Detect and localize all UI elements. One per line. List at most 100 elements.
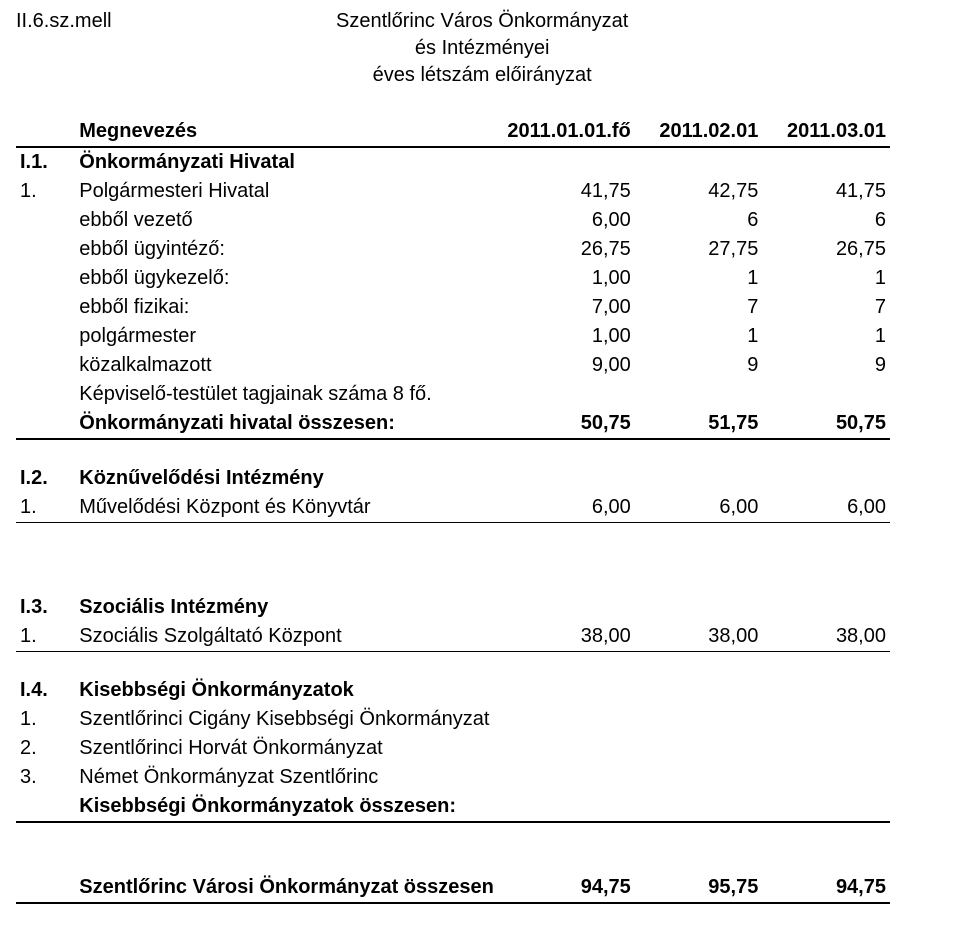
cell-v: 1,00 <box>503 322 634 351</box>
I2-idx: I.2. <box>16 464 75 493</box>
section-I4: I.4. Kisebbségi Önkormányzatok <box>16 676 890 705</box>
I3-idx: I.3. <box>16 593 75 622</box>
I1-total-name: Önkormányzati hivatal összesen: <box>75 409 503 439</box>
cell-v: 7,00 <box>503 293 634 322</box>
I2-row-v1: 6,00 <box>503 493 634 523</box>
I1-total-row: Önkormányzati hivatal összesen: 50,75 51… <box>16 409 890 439</box>
I3-row-name: Szociális Szolgáltató Központ <box>75 622 503 652</box>
I1-idx: I.1. <box>16 147 75 177</box>
I3-name: Szociális Intézmény <box>75 593 503 622</box>
title-block: Szentlőrinc Város Önkormányzat és Intézm… <box>336 8 628 89</box>
grand-v1: 94,75 <box>503 873 634 903</box>
title-line-3: éves létszám előirányzat <box>336 62 628 89</box>
grand-v2: 95,75 <box>635 873 763 903</box>
cell-v: 1 <box>635 264 763 293</box>
I2-row-idx: 1. <box>16 493 75 523</box>
row-idx: 2. <box>16 734 75 763</box>
I2-name: Köznűvelődési Intézmény <box>75 464 503 493</box>
cell-v: 9 <box>635 351 763 380</box>
sub-name: polgármester <box>75 322 503 351</box>
grand-name: Szentlőrinc Városi Önkormányzat összesen <box>75 873 503 903</box>
grand-v3: 94,75 <box>762 873 890 903</box>
polg-v2: 42,75 <box>635 177 763 206</box>
ref-label: II.6.sz.mell <box>16 8 336 33</box>
sub-name: ebből ügykezelő: <box>75 264 503 293</box>
I3-row-idx: 1. <box>16 622 75 652</box>
I1-total-v1: 50,75 <box>503 409 634 439</box>
sub-name: közalkalmazott <box>75 351 503 380</box>
row-name: Német Önkormányzat Szentlőrinc <box>75 763 503 792</box>
spacer <box>16 822 890 873</box>
section-I1: I.1. Önkormányzati Hivatal <box>16 147 890 177</box>
cell-v: 7 <box>762 293 890 322</box>
top-row: II.6.sz.mell Szentlőrinc Város Önkormány… <box>16 8 890 89</box>
I1-total-v2: 51,75 <box>635 409 763 439</box>
table-row: polgármester 1,00 1 1 <box>16 322 890 351</box>
I1-total-v3: 50,75 <box>762 409 890 439</box>
I4-idx: I.4. <box>16 676 75 705</box>
hdr-c2: 2011.02.01 <box>635 117 763 147</box>
table-row: ebből fizikai: 7,00 7 7 <box>16 293 890 322</box>
table-header-row: Megnevezés 2011.01.01.fő 2011.02.01 2011… <box>16 117 890 147</box>
table-row: 3. Német Önkormányzat Szentlőrinc <box>16 763 890 792</box>
section-I3: I.3. Szociális Intézmény <box>16 593 890 622</box>
budget-table: Megnevezés 2011.01.01.fő 2011.02.01 2011… <box>16 117 890 904</box>
I3-row-v3: 38,00 <box>762 622 890 652</box>
table-row: ebből ügyintéző: 26,75 27,75 26,75 <box>16 235 890 264</box>
polg-name: Polgármesteri Hivatal <box>75 177 503 206</box>
polg-idx: 1. <box>16 177 75 206</box>
cell-v: 9 <box>762 351 890 380</box>
polg-row: 1. Polgármesteri Hivatal 41,75 42,75 41,… <box>16 177 890 206</box>
cell-v: 1 <box>762 264 890 293</box>
cell-v: 6 <box>762 206 890 235</box>
cell-v: 7 <box>635 293 763 322</box>
hdr-name: Megnevezés <box>75 117 503 147</box>
cell-v: 1 <box>762 322 890 351</box>
I4-name: Kisebbségi Önkormányzatok <box>75 676 503 705</box>
I4-total-row: Kisebbségi Önkormányzatok összesen: <box>16 792 890 822</box>
grand-total-row: Szentlőrinc Városi Önkormányzat összesen… <box>16 873 890 903</box>
note-text: Képviselő-testület tagjainak száma 8 fő. <box>75 380 503 409</box>
row-idx: 3. <box>16 763 75 792</box>
table-row: ebből vezető 6,00 6 6 <box>16 206 890 235</box>
hdr-blank <box>16 117 75 147</box>
sub-name: ebből ügyintéző: <box>75 235 503 264</box>
I4-total-name: Kisebbségi Önkormányzatok összesen: <box>75 792 503 822</box>
I2-row-v2: 6,00 <box>635 493 763 523</box>
sub-name: ebből vezető <box>75 206 503 235</box>
polg-v1: 41,75 <box>503 177 634 206</box>
row-name: Szentlőrinci Horvát Önkormányzat <box>75 734 503 763</box>
note-row: Képviselő-testület tagjainak száma 8 fő. <box>16 380 890 409</box>
row-idx: 1. <box>16 705 75 734</box>
section-I2: I.2. Köznűvelődési Intézmény <box>16 464 890 493</box>
I2-row-name: Művelődési Központ és Könyvtár <box>75 493 503 523</box>
cell-v: 26,75 <box>762 235 890 264</box>
row-name: Szentlőrinci Cigány Kisebbségi Önkormány… <box>75 705 503 734</box>
spacer <box>16 523 890 594</box>
cell-v: 6 <box>635 206 763 235</box>
title-line-2: és Intézményei <box>336 35 628 62</box>
I1-name: Önkormányzati Hivatal <box>75 147 503 177</box>
spacer <box>16 439 890 464</box>
cell-v: 1,00 <box>503 264 634 293</box>
I2-row-v3: 6,00 <box>762 493 890 523</box>
title-line-1: Szentlőrinc Város Önkormányzat <box>336 8 628 35</box>
table-row: ebből ügykezelő: 1,00 1 1 <box>16 264 890 293</box>
cell-v: 27,75 <box>635 235 763 264</box>
I3-row: 1. Szociális Szolgáltató Központ 38,00 3… <box>16 622 890 652</box>
table-row: 2. Szentlőrinci Horvát Önkormányzat <box>16 734 890 763</box>
cell-v: 1 <box>635 322 763 351</box>
hdr-c3: 2011.03.01 <box>762 117 890 147</box>
polg-v3: 41,75 <box>762 177 890 206</box>
cell-v: 26,75 <box>503 235 634 264</box>
cell-v: 9,00 <box>503 351 634 380</box>
I2-row: 1. Művelődési Központ és Könyvtár 6,00 6… <box>16 493 890 523</box>
table-row: 1. Szentlőrinci Cigány Kisebbségi Önkorm… <box>16 705 890 734</box>
cell-v: 6,00 <box>503 206 634 235</box>
hdr-c1: 2011.01.01.fő <box>503 117 634 147</box>
table-row: közalkalmazott 9,00 9 9 <box>16 351 890 380</box>
page: II.6.sz.mell Szentlőrinc Város Önkormány… <box>0 0 960 944</box>
spacer <box>16 652 890 677</box>
I3-row-v2: 38,00 <box>635 622 763 652</box>
I3-row-v1: 38,00 <box>503 622 634 652</box>
